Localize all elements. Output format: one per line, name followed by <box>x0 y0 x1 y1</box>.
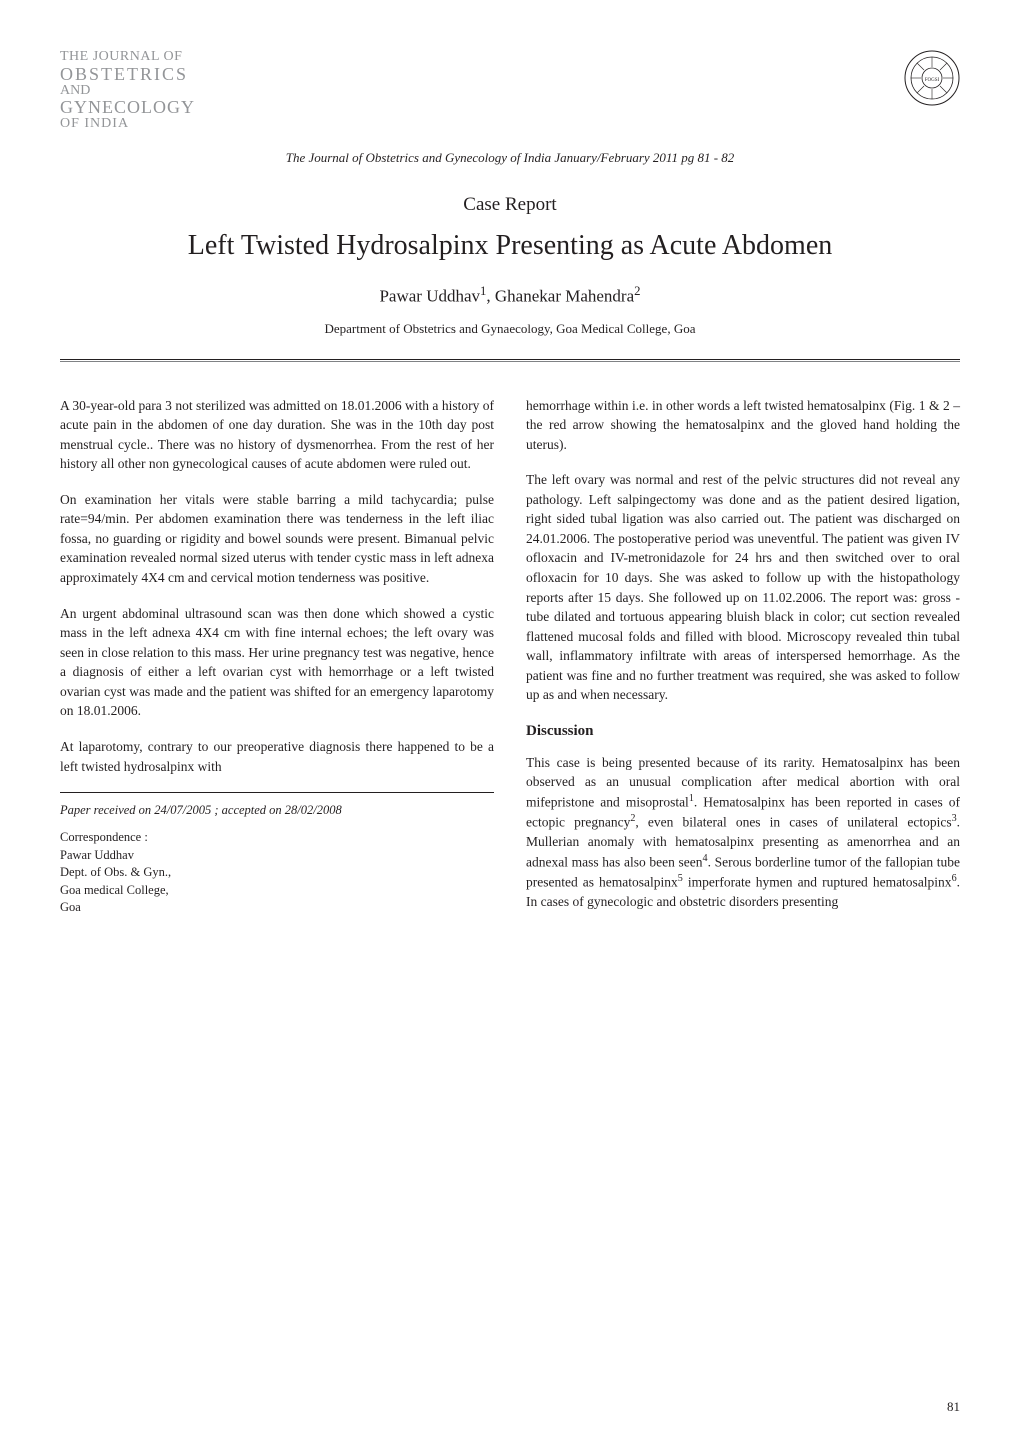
body-columns: A 30-year-old para 3 not sterilized was … <box>60 396 960 928</box>
body-paragraph: The left ovary was normal and rest of th… <box>526 470 960 705</box>
journal-logo-text: THE JOURNAL OF OBSTETRICS AND GYNECOLOGY… <box>60 50 195 132</box>
correspondence-line: Dept. of Obs. & Gyn., <box>60 864 494 882</box>
page-number: 81 <box>947 1399 960 1415</box>
page-header: THE JOURNAL OF OBSTETRICS AND GYNECOLOGY… <box>60 50 960 132</box>
correspondence-label: Correspondence : <box>60 829 494 847</box>
body-paragraph: At laparotomy, contrary to our preoperat… <box>60 737 494 776</box>
logo-line-5: OF INDIA <box>60 117 195 132</box>
article-affiliation: Department of Obstetrics and Gynaecology… <box>60 321 960 337</box>
logo-line-2: OBSTETRICS <box>60 65 195 84</box>
article-type-label: Case Report <box>60 194 960 216</box>
correspondence-line: Goa <box>60 899 494 917</box>
body-paragraph: A 30-year-old para 3 not sterilized was … <box>60 396 494 474</box>
column-right: hemorrhage within i.e. in other words a … <box>526 396 960 928</box>
paper-dates: Paper received on 24/07/2005 ; accepted … <box>60 801 494 819</box>
article-authors: Pawar Uddhav1, Ghanekar Mahendra2 <box>60 284 960 307</box>
fogsi-seal-icon: FOGSI <box>904 50 960 106</box>
correspondence-block: Correspondence : Pawar Uddhav Dept. of O… <box>60 829 494 917</box>
correspondence-line: Goa medical College, <box>60 882 494 900</box>
journal-citation: The Journal of Obstetrics and Gynecology… <box>60 150 960 166</box>
logo-line-1: THE JOURNAL OF <box>60 50 195 65</box>
logo-line-4: GYNECOLOGY <box>60 98 195 117</box>
header-rule <box>60 359 960 362</box>
body-paragraph: hemorrhage within i.e. in other words a … <box>526 396 960 455</box>
body-paragraph: An urgent abdominal ultrasound scan was … <box>60 604 494 721</box>
article-title: Left Twisted Hydrosalpinx Presenting as … <box>60 230 960 262</box>
logo-line-3: AND <box>60 84 195 99</box>
body-paragraph: On examination her vitals were stable ba… <box>60 490 494 588</box>
column-left: A 30-year-old para 3 not sterilized was … <box>60 396 494 928</box>
svg-text:FOGSI: FOGSI <box>925 78 940 83</box>
footer-rule <box>60 792 494 793</box>
body-paragraph: This case is being presented because of … <box>526 753 960 912</box>
section-heading-discussion: Discussion <box>526 721 960 743</box>
correspondence-line: Pawar Uddhav <box>60 847 494 865</box>
